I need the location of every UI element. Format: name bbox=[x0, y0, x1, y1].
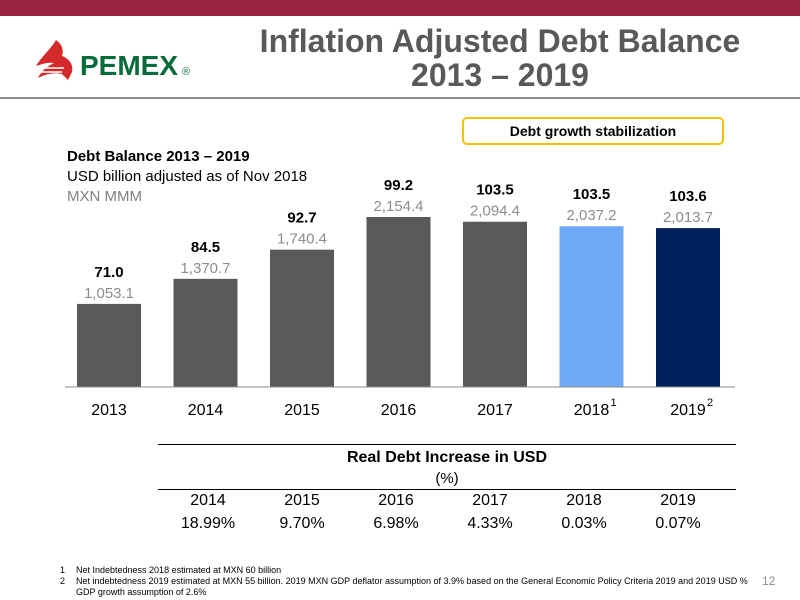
pemex-eagle-logo-icon bbox=[36, 40, 73, 80]
table-title: Real Debt Increase in USD bbox=[346, 449, 548, 466]
bar-2015 bbox=[270, 249, 334, 387]
footnote-text: Net indebtedness 2019 estimated at MXN 5… bbox=[76, 576, 748, 597]
table-value-cell: 0.07% bbox=[655, 515, 701, 532]
bar-2017 bbox=[463, 221, 527, 387]
callout-box: Debt growth stabilization bbox=[462, 117, 724, 145]
table-year-cell: 2016 bbox=[378, 492, 414, 509]
table-value-cell: 18.99% bbox=[180, 515, 236, 532]
table-header-rule bbox=[158, 489, 736, 490]
x-tick-superscript-2018: 1 bbox=[610, 397, 616, 409]
bar-mxn-label-2014: 1,370.7 bbox=[180, 260, 230, 277]
bar-usd-label-2019: 103.6 bbox=[669, 188, 707, 205]
table-row-years: 2014 2015 2016 2017 2018 2019 bbox=[158, 492, 736, 512]
logo-wordmark: PEMEX bbox=[80, 50, 179, 81]
footnote-number: 1 bbox=[60, 565, 66, 575]
chart-heading: Debt Balance 2013 – 2019 USD billion adj… bbox=[67, 147, 307, 207]
bar-mxn-label-2019: 2,013.7 bbox=[663, 209, 713, 226]
bar-2018 bbox=[559, 226, 624, 387]
x-tick-label-2018: 2018 bbox=[574, 402, 610, 419]
page-title-line2: 2013 – 2019 bbox=[411, 57, 589, 93]
table-top-rule bbox=[158, 444, 736, 445]
footnote-2: 2 Net indebtedness 2019 estimated at MXN… bbox=[60, 576, 760, 598]
page-number: 12 bbox=[762, 574, 776, 588]
bar-usd-label-2016: 99.2 bbox=[384, 177, 413, 194]
table-unit: (%) bbox=[435, 470, 459, 487]
table-year-cell: 2015 bbox=[284, 492, 320, 509]
bar-2016 bbox=[366, 217, 431, 387]
table-value-cell: 9.70% bbox=[279, 515, 325, 532]
bar-mxn-label-2015: 1,740.4 bbox=[277, 231, 327, 248]
table-row-values: 18.99% 9.70% 6.98% 4.33% 0.03% 0.07% bbox=[158, 515, 736, 535]
footnotes: 1 Net Indebtedness 2018 estimated at MXN… bbox=[60, 565, 760, 598]
logo-registered-mark: ® bbox=[182, 66, 191, 78]
table-year-cell: 2019 bbox=[660, 492, 696, 509]
page-title: Inflation Adjusted Debt Balance 2013 – 2… bbox=[220, 24, 780, 92]
table-year-cell: 2018 bbox=[566, 492, 602, 509]
debt-balance-bar-chart: 1,053.1 71.0 2013 1,370.7 84.5 2014 1,740.4 92.… bbox=[65, 177, 735, 419]
table-value-cell: 6.98% bbox=[373, 515, 419, 532]
bar-mxn-label-2013: 1,053.1 bbox=[84, 285, 134, 302]
bar-2013 bbox=[77, 303, 141, 387]
bar-usd-label-2014: 84.5 bbox=[191, 239, 220, 256]
bar-usd-label-2015: 92.7 bbox=[287, 210, 316, 227]
table-value-cell: 4.33% bbox=[467, 515, 513, 532]
x-tick-label-2015: 2015 bbox=[284, 402, 320, 419]
bar-2014 bbox=[173, 278, 238, 387]
top-brand-bar bbox=[0, 0, 800, 16]
x-tick-label-2019: 2019 bbox=[670, 402, 706, 419]
bar-usd-label-2018: 103.5 bbox=[573, 186, 611, 203]
bar-usd-label-2017: 103.5 bbox=[476, 182, 514, 199]
footnote-text: Net Indebtedness 2018 estimated at MXN 6… bbox=[76, 565, 282, 575]
x-tick-label-2016: 2016 bbox=[381, 402, 417, 419]
table-value-cell: 0.03% bbox=[561, 515, 607, 532]
table-year-cell: 2014 bbox=[190, 492, 226, 509]
chart-secondary-label: MXN MMM bbox=[67, 188, 142, 205]
bar-mxn-label-2016: 2,154.4 bbox=[373, 198, 423, 215]
bar-mxn-label-2018: 2,037.2 bbox=[566, 207, 616, 224]
x-tick-label-2014: 2014 bbox=[188, 402, 224, 419]
chart-title: Debt Balance 2013 – 2019 bbox=[67, 148, 250, 165]
bar-usd-label-2013: 71.0 bbox=[94, 264, 123, 281]
page-title-line1: Inflation Adjusted Debt Balance bbox=[259, 23, 741, 59]
x-tick-label-2017: 2017 bbox=[477, 402, 513, 419]
chart-subtitle: USD billion adjusted as of Nov 2018 bbox=[67, 168, 308, 185]
bar-mxn-label-2017: 2,094.4 bbox=[470, 203, 520, 220]
footnote-number: 2 bbox=[60, 576, 66, 586]
x-tick-label-2013: 2013 bbox=[91, 402, 127, 419]
bar-2019 bbox=[656, 228, 720, 387]
table-year-cell: 2017 bbox=[472, 492, 508, 509]
footnote-1: 1 Net Indebtedness 2018 estimated at MXN… bbox=[60, 565, 760, 576]
x-tick-superscript-2019: 2 bbox=[707, 397, 713, 409]
title-divider bbox=[0, 97, 800, 99]
